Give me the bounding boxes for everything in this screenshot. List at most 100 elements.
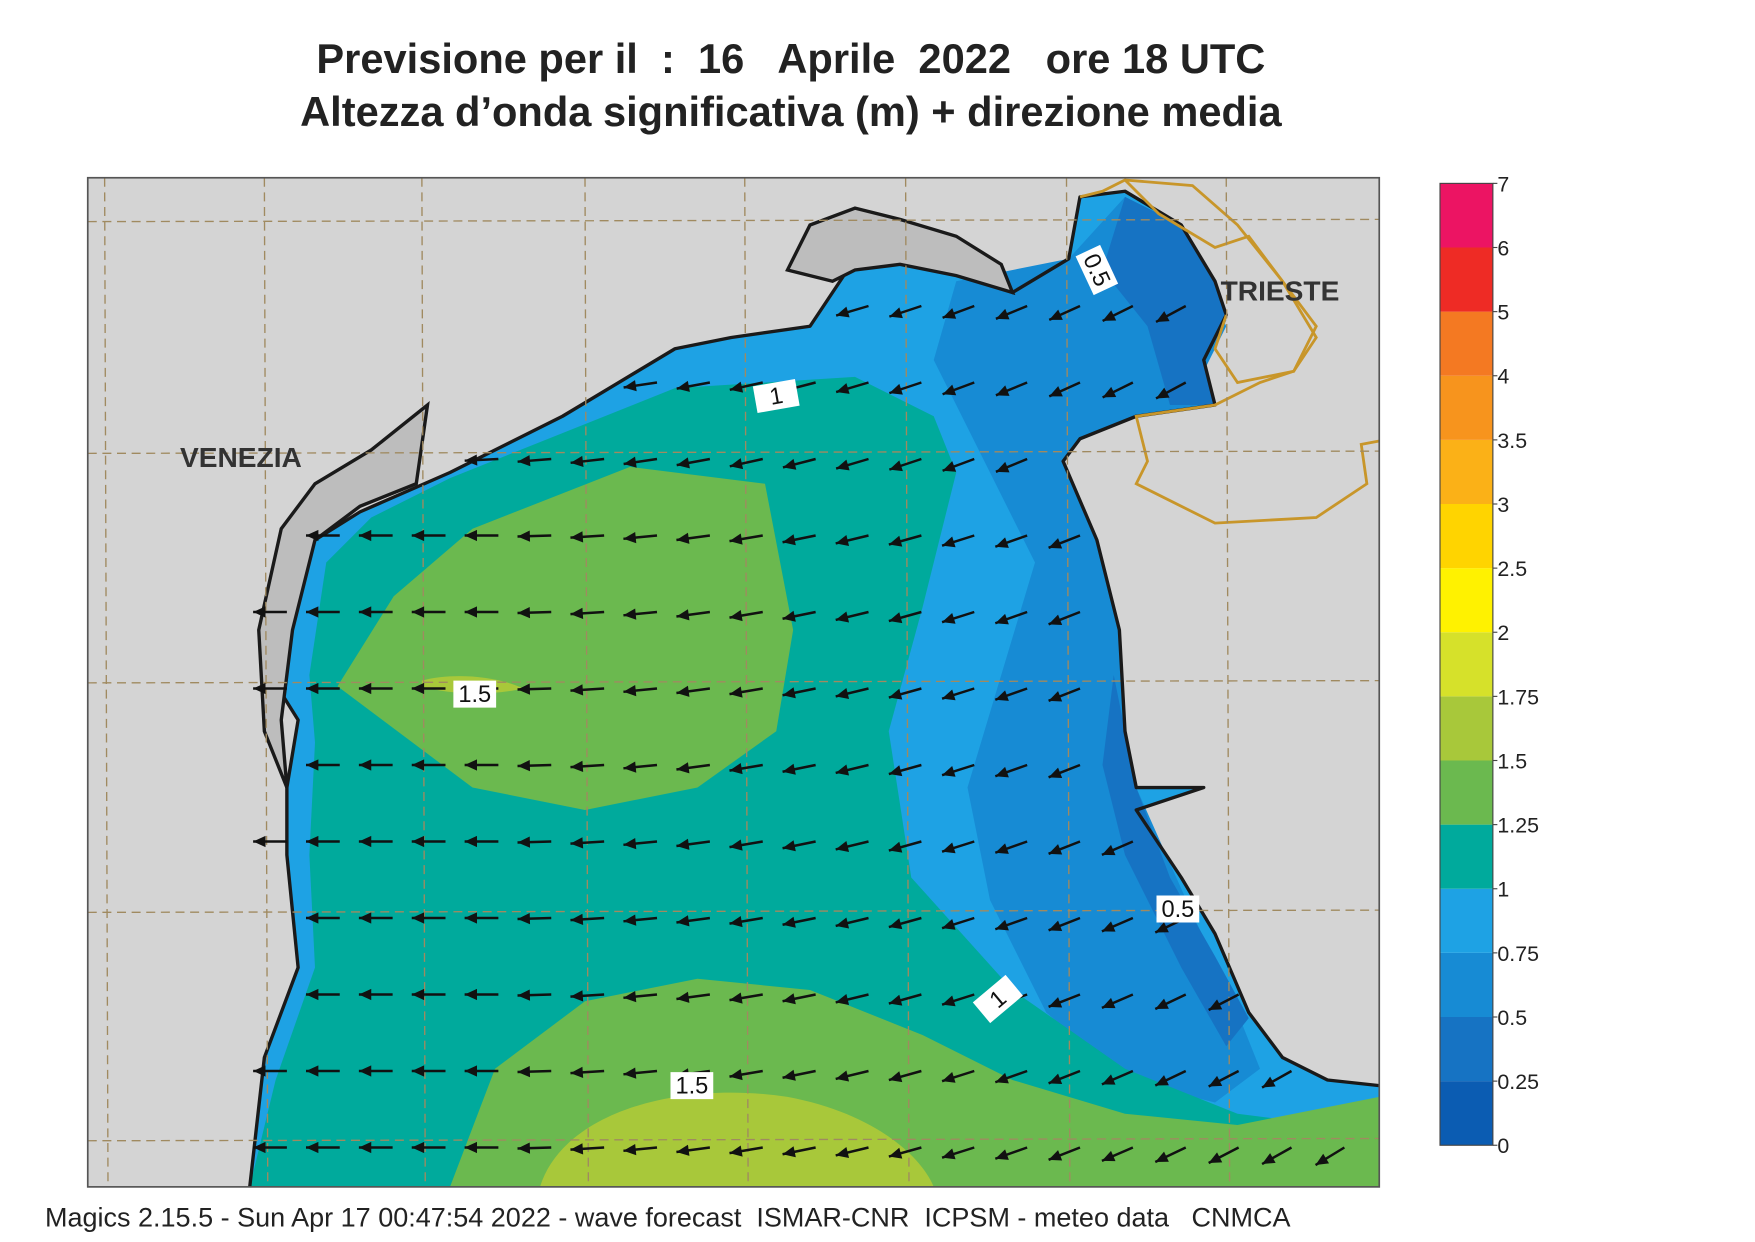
arrow-head bbox=[253, 1141, 266, 1154]
label-box bbox=[1075, 244, 1119, 296]
colorbar-tick-label: 4 bbox=[1497, 365, 1509, 389]
contour-value: 0.5 bbox=[1161, 897, 1194, 923]
arrow-head bbox=[570, 684, 584, 696]
colorbar-cell bbox=[1440, 311, 1493, 376]
arrow-head bbox=[517, 913, 531, 925]
colorbar-cell bbox=[1440, 183, 1493, 248]
meridian bbox=[1225, 177, 1231, 1187]
arrow-head bbox=[942, 1072, 956, 1083]
arrow-head bbox=[782, 916, 796, 928]
contour-label: 1.5 bbox=[453, 680, 497, 708]
colorbar-tick-label: 5 bbox=[1497, 301, 1509, 325]
arrow-head bbox=[411, 988, 425, 1001]
colorbar-cell bbox=[1440, 760, 1493, 825]
arrow-head bbox=[995, 613, 1009, 625]
arrow-head bbox=[306, 988, 319, 1001]
arrow-head bbox=[782, 1146, 796, 1158]
arrow-head bbox=[729, 763, 743, 775]
arrow-head bbox=[942, 384, 957, 396]
arrow-head bbox=[306, 1065, 319, 1077]
arrow-head bbox=[889, 460, 903, 472]
arrow-head bbox=[729, 839, 743, 851]
colorbar-frame bbox=[1439, 182, 1494, 1146]
colorbar: 0 0.25 0.5 0.75 1 1.25 1.5 1.75 2 2.5 3 3.5 4 5 6 7 bbox=[1439, 172, 1539, 1158]
sea-region bbox=[421, 676, 934, 1187]
arrow-head bbox=[676, 1144, 690, 1156]
arrow-head bbox=[835, 1070, 850, 1082]
arrow-head bbox=[306, 759, 319, 771]
arrow-head bbox=[517, 683, 531, 695]
arrow-head bbox=[835, 917, 850, 929]
arrow-head bbox=[782, 1069, 796, 1081]
colorbar-cell bbox=[1440, 888, 1493, 953]
arrow-head bbox=[358, 606, 372, 618]
arrow-head bbox=[1048, 767, 1063, 779]
colorbar-tick-label: 1 bbox=[1497, 878, 1509, 902]
arrow-head bbox=[729, 533, 743, 545]
arrow-head bbox=[411, 682, 425, 695]
arrow-head bbox=[464, 606, 477, 618]
arrow-head bbox=[358, 1065, 372, 1077]
colorbar-cell bbox=[1440, 632, 1493, 697]
sea-region bbox=[933, 196, 1260, 1103]
parallel bbox=[87, 450, 1380, 455]
arrow-head bbox=[1155, 1075, 1169, 1086]
footer: Magics 2.15.5 - Sun Apr 17 00:47:54 2022… bbox=[45, 1202, 1291, 1232]
arrow-head bbox=[464, 988, 477, 1001]
arrow-head bbox=[729, 1069, 743, 1081]
arrow-head bbox=[835, 688, 850, 699]
arrow-head bbox=[1262, 1076, 1276, 1088]
arrow-head bbox=[623, 1143, 637, 1156]
arrow-head bbox=[1048, 920, 1063, 932]
colorbar-tick-label: 3 bbox=[1497, 493, 1509, 517]
label-box bbox=[670, 1072, 714, 1100]
arrow-head bbox=[623, 1067, 637, 1079]
arrow-head bbox=[782, 993, 796, 1005]
arrow-head bbox=[888, 918, 903, 930]
meridian bbox=[904, 177, 910, 1187]
colorbar-tick-label: 1.5 bbox=[1497, 749, 1527, 773]
arrow-head bbox=[253, 682, 266, 695]
arrow-head bbox=[729, 916, 743, 928]
arrow-head bbox=[782, 458, 797, 470]
arrow-head bbox=[1101, 1074, 1116, 1085]
arrow-head bbox=[517, 530, 531, 542]
arrow-head bbox=[995, 1072, 1009, 1084]
arrow-head bbox=[888, 535, 903, 547]
arrow-head bbox=[306, 606, 319, 618]
colorbar-tick-label: 0.5 bbox=[1497, 1006, 1527, 1030]
colorbar-tick-label: 0.75 bbox=[1497, 942, 1539, 966]
arrow-head bbox=[888, 1071, 903, 1083]
arrow-head bbox=[1208, 999, 1223, 1011]
colorbar-cell bbox=[1440, 247, 1493, 312]
arrow-head bbox=[942, 536, 956, 548]
arrow-head bbox=[464, 454, 478, 466]
arrow-head bbox=[570, 913, 584, 925]
alpine-land bbox=[785, 206, 1016, 296]
colorbar-tick-label: 2.5 bbox=[1497, 557, 1527, 581]
colorbar-tick-label: 2 bbox=[1497, 621, 1509, 645]
arrow-head bbox=[464, 1065, 477, 1077]
arrow-head bbox=[306, 912, 319, 924]
arrow-head bbox=[782, 763, 796, 775]
arrow-head bbox=[942, 1148, 956, 1160]
arrow-head bbox=[942, 995, 956, 1007]
lagoon-land bbox=[257, 401, 430, 789]
arrow-head bbox=[995, 766, 1009, 778]
arrow-head bbox=[942, 689, 956, 701]
arrow-head bbox=[570, 607, 584, 619]
arrow-head bbox=[676, 532, 690, 544]
arrow-head bbox=[995, 537, 1009, 548]
arrow-head bbox=[570, 760, 584, 772]
arrow-head bbox=[1048, 1150, 1063, 1161]
parallel bbox=[87, 1137, 1380, 1142]
arrow-head bbox=[358, 912, 372, 924]
arrow-head bbox=[623, 914, 637, 926]
arrow-head bbox=[517, 607, 531, 619]
sea-region bbox=[337, 466, 1380, 1187]
arrow-head bbox=[995, 308, 1010, 320]
arrow-head bbox=[517, 836, 531, 848]
arrow-head bbox=[570, 990, 584, 1002]
colorbar-tick-label: 1.25 bbox=[1497, 814, 1539, 838]
contour-label: 1 bbox=[752, 378, 800, 414]
